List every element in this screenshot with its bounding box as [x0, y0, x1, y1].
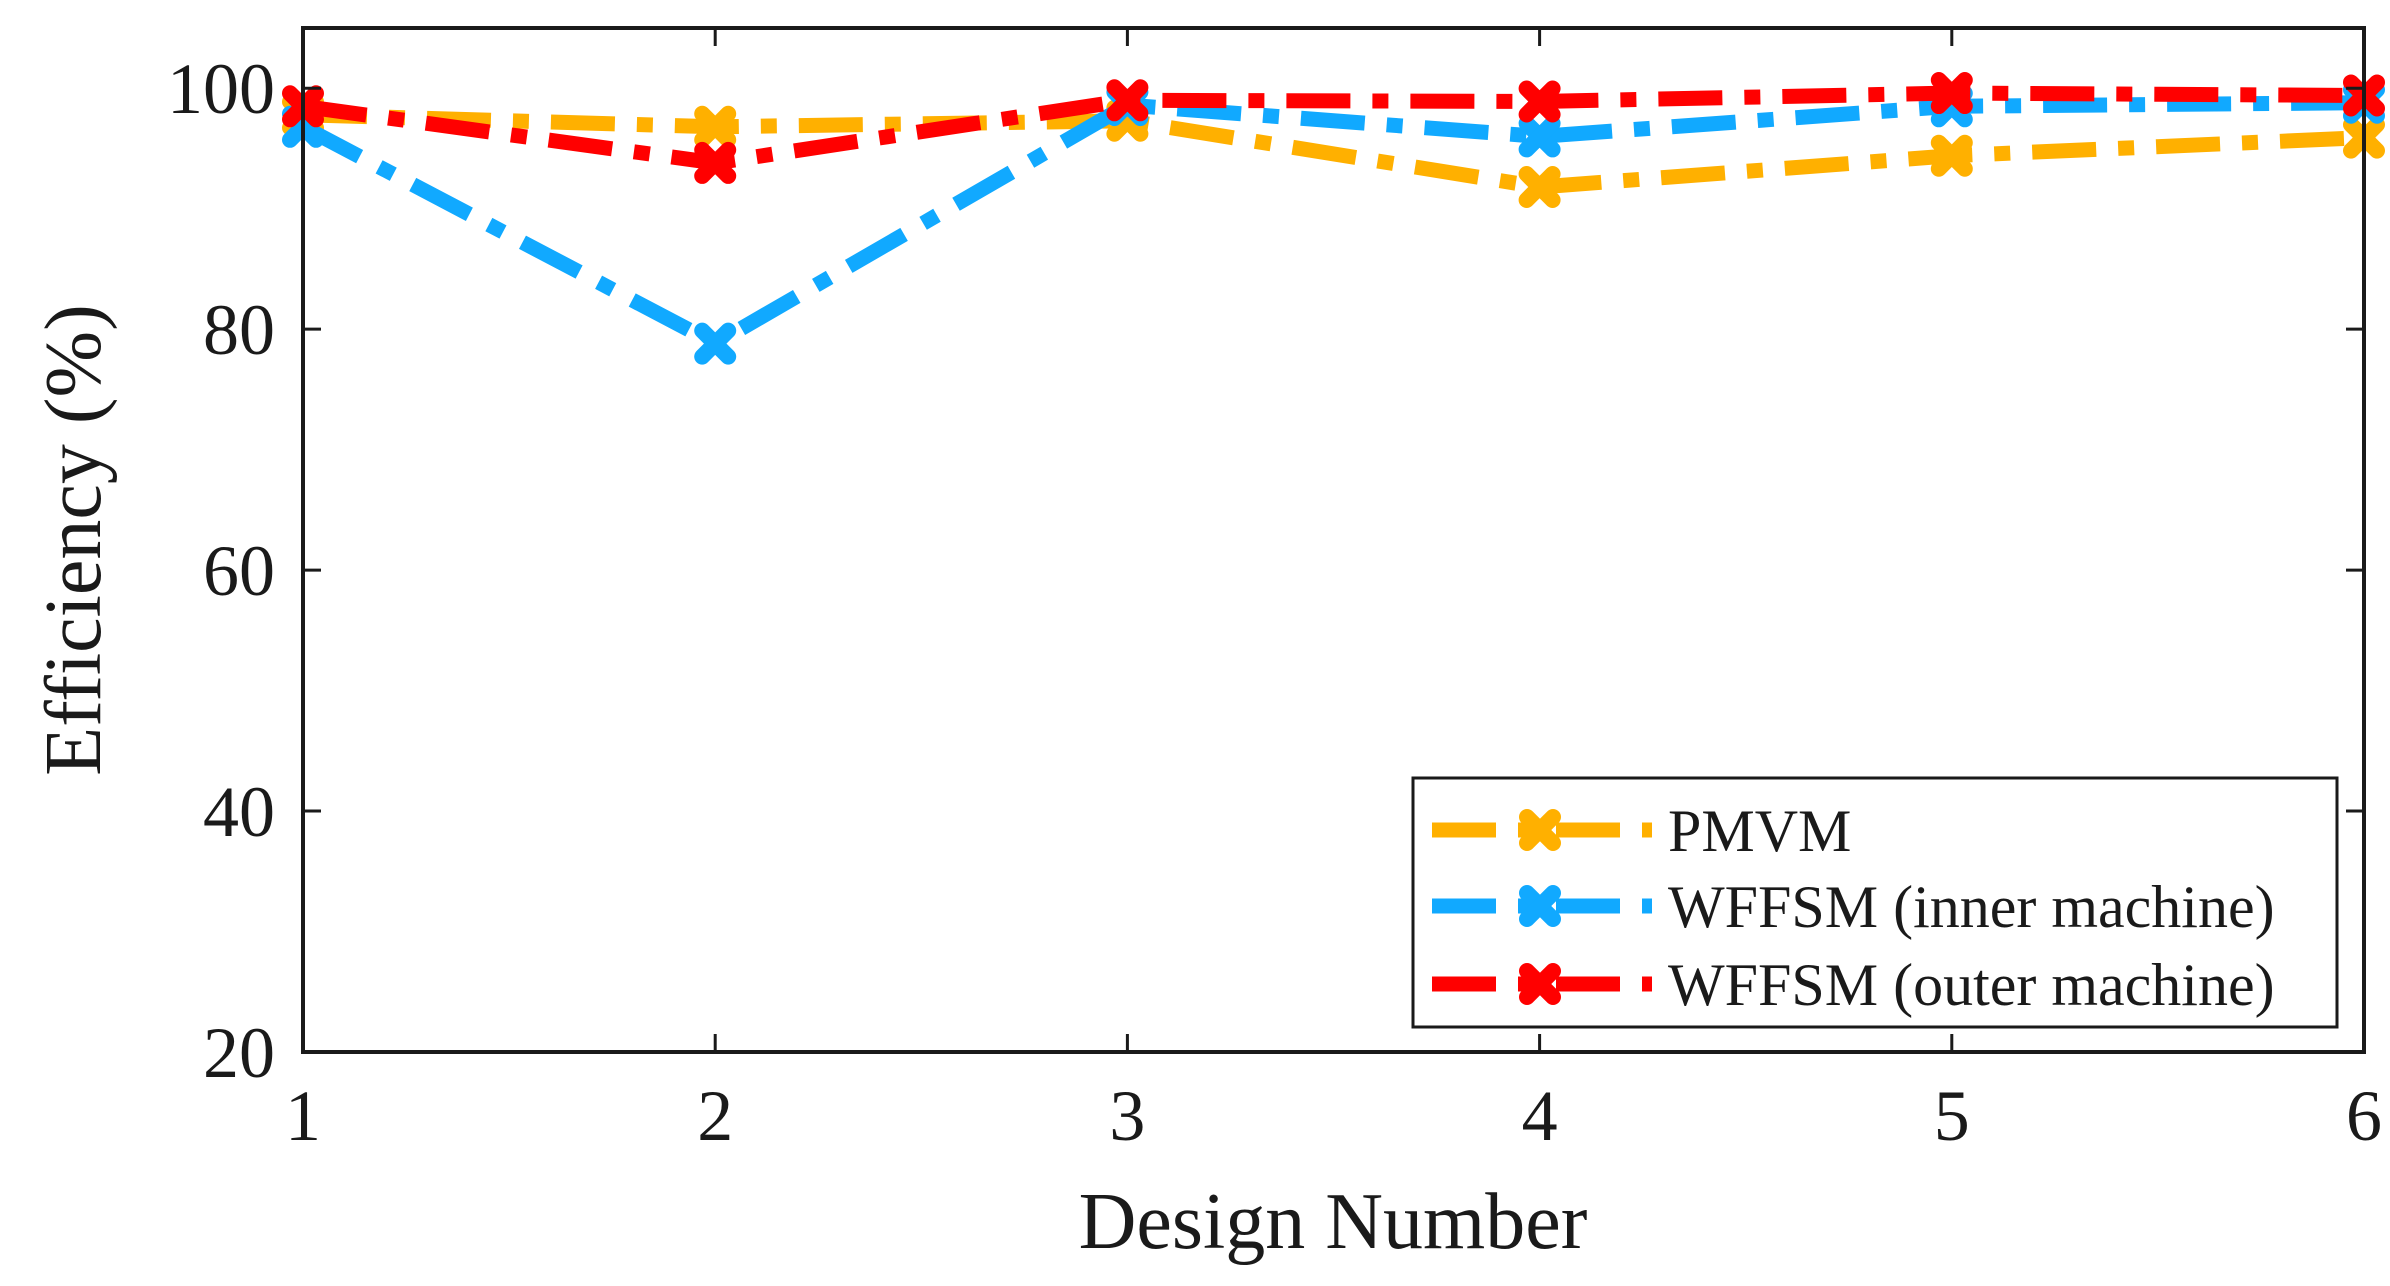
series-line — [299, 95, 2365, 352]
x-tick-label: 1 — [285, 1076, 321, 1156]
x-tick-label: 5 — [1934, 1076, 1970, 1156]
y-axis-title: Efficiency (%) — [30, 304, 118, 776]
plot-frame — [301, 26, 2366, 1054]
legend-entry: PMVM — [1432, 798, 1851, 864]
x-tick-label: 4 — [1522, 1076, 1558, 1156]
plot-series — [282, 72, 2385, 365]
y-tick-label: 60 — [203, 531, 275, 611]
data-point-marker — [694, 322, 737, 365]
x-tick-label: 3 — [1109, 1076, 1145, 1156]
legend-marker — [1519, 885, 1561, 927]
series-line — [301, 85, 2365, 171]
legend-label: WFFSM (inner machine) — [1668, 874, 2275, 940]
data-point-marker — [1930, 72, 1973, 115]
data-point-marker — [1106, 79, 1149, 122]
y-tick-label: 20 — [203, 1013, 275, 1093]
data-point-marker — [1518, 115, 1561, 158]
legend-marker — [1519, 963, 1561, 1005]
legend-label: PMVM — [1668, 798, 1851, 864]
y-tick-labels: 20 40 60 80 100 — [167, 49, 275, 1093]
y-tick-label: 80 — [203, 290, 275, 370]
y-tick-label: 40 — [203, 772, 275, 852]
data-point-marker — [1518, 80, 1561, 123]
legend-entries: PMVM WFFSM (inner machine) WFFSM (outer ma… — [1432, 798, 2275, 1018]
x-tick-label: 6 — [2346, 1076, 2382, 1156]
data-point-marker — [694, 105, 737, 148]
data-point-marker — [1930, 134, 1973, 177]
axis-ticks — [301, 28, 2366, 1054]
legend-marker — [1519, 809, 1561, 851]
legend-entry: WFFSM (outer machine) — [1432, 952, 2275, 1018]
legend-label: WFFSM (outer machine) — [1668, 952, 2275, 1018]
x-axis-title: Design Number — [1079, 1178, 1588, 1266]
data-point-marker — [694, 141, 737, 184]
x-tick-label: 2 — [697, 1076, 733, 1156]
data-point-marker — [1518, 166, 1561, 209]
x-tick-labels: 1 2 3 4 5 6 — [285, 1076, 2382, 1156]
y-tick-label: 100 — [167, 49, 275, 129]
series-line — [302, 107, 2365, 195]
legend: PMVM WFFSM (inner machine) WFFSM (outer ma… — [1411, 776, 2339, 1029]
legend-entry: WFFSM (inner machine) — [1432, 874, 2275, 940]
